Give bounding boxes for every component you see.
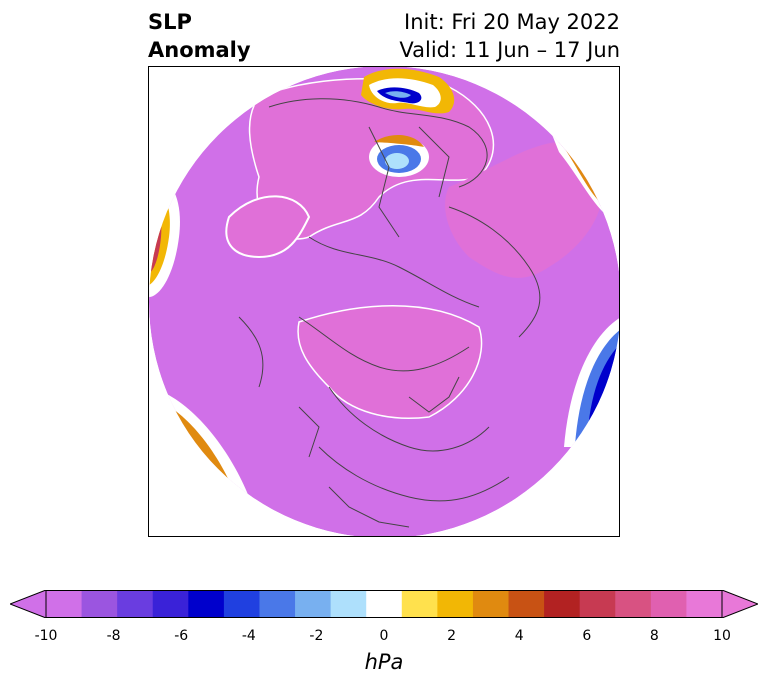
colorbar-segment xyxy=(188,590,225,618)
colorbar-segment xyxy=(615,590,652,618)
positive-region-pacific xyxy=(225,195,311,259)
coastlines xyxy=(238,98,541,528)
colorbar-tick-label: -6 xyxy=(174,628,189,644)
colorbar-tick-label: 0 xyxy=(379,628,389,644)
colorbar-segment xyxy=(152,590,189,618)
colorbar-tick-label: -8 xyxy=(106,628,121,644)
map-title-left: SLP Anomaly xyxy=(148,8,251,64)
title-anomaly: Anomaly xyxy=(148,38,251,62)
colorbar-segment xyxy=(544,590,581,618)
colorbar-segment xyxy=(472,590,510,618)
slp-anomaly-map xyxy=(149,67,619,536)
colorbar-tick-label: 8 xyxy=(649,628,659,644)
colorbar-tick-label: -2 xyxy=(309,628,324,644)
colorbar-tick-label: 4 xyxy=(514,628,524,644)
colorbar-tick-label: -10 xyxy=(34,628,58,644)
colorbar xyxy=(8,589,760,619)
anomaly-europe xyxy=(361,68,455,114)
positive-region-east xyxy=(445,141,604,278)
anomaly-scandinavia xyxy=(369,135,429,177)
colorbar-segment xyxy=(579,590,616,618)
title-slp: SLP xyxy=(148,10,192,34)
init-date: Init: Fri 20 May 2022 xyxy=(404,10,620,34)
colorbar-segment xyxy=(81,590,118,618)
colorbar-segment xyxy=(650,590,687,618)
colorbar-segment xyxy=(330,590,367,618)
colorbar-unit-label: hPa xyxy=(364,650,404,674)
colorbar-segment xyxy=(508,590,545,618)
map-title-right: Init: Fri 20 May 2022 Valid: 11 Jun – 17… xyxy=(399,8,620,64)
colorbar-segment xyxy=(295,590,332,618)
colorbar-tick-label: 6 xyxy=(582,628,592,644)
colorbar-extend-max xyxy=(721,589,760,619)
colorbar-segment xyxy=(46,590,83,618)
colorbar-tick-label: 2 xyxy=(447,628,457,644)
colorbar-border xyxy=(45,590,723,618)
positive-region-canada xyxy=(297,305,483,419)
colorbar-segment xyxy=(259,590,296,618)
colorbar-segment xyxy=(437,590,474,618)
colorbar-segment xyxy=(223,590,260,618)
valid-range: Valid: 11 Jun – 17 Jun xyxy=(399,38,620,62)
colorbar-svg xyxy=(8,589,760,619)
colorbar-segment xyxy=(401,590,438,618)
colorbar-segment xyxy=(117,590,154,618)
colorbar-segment xyxy=(686,590,723,618)
map-frame xyxy=(148,66,620,537)
colorbar-segment xyxy=(366,590,403,618)
colorbar-tick-label: -4 xyxy=(241,628,256,644)
colorbar-tick-label: 10 xyxy=(713,628,731,644)
colorbar-extend-min xyxy=(8,589,47,619)
